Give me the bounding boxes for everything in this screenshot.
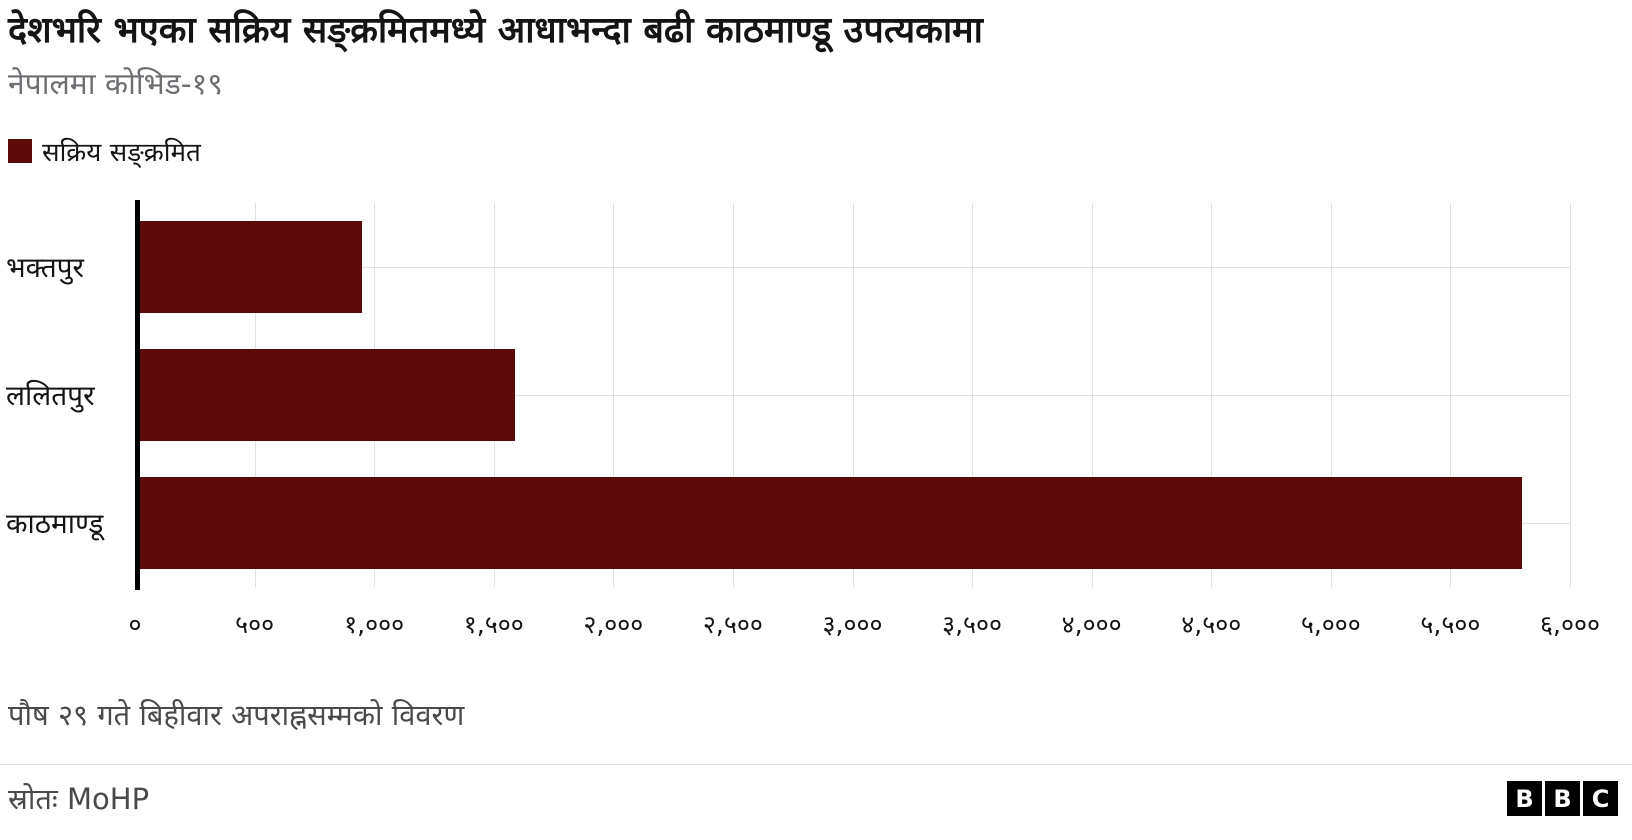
y-axis-label: भक्तपुर	[6, 251, 85, 285]
x-tick-label: ५,०००	[1300, 610, 1361, 640]
bbc-logo-letter: B	[1545, 781, 1580, 817]
x-tick-label: ०	[128, 610, 142, 640]
chart-subtitle: नेपालमा कोभिड-१९	[8, 67, 223, 103]
bar-chart: भक्तपुर ललितपुर काठमाण्डू	[0, 200, 1571, 591]
y-axis-label: ललितपुर	[6, 379, 95, 413]
x-tick-label: ५००	[235, 610, 275, 640]
bbc-logo-letter: B	[1507, 781, 1542, 817]
bar	[135, 221, 363, 314]
x-tick-label: ४,०००	[1061, 610, 1122, 640]
bar	[135, 349, 516, 442]
x-tick-label: २,०००	[583, 610, 644, 640]
x-tick-label: ३,०००	[822, 610, 883, 640]
x-tick-label: २,५००	[702, 610, 763, 640]
divider-line	[0, 764, 1632, 766]
x-tick-label: ४,५००	[1181, 610, 1242, 640]
chart-title: देशभरि भएका सक्रिय सङ्क्रमितमध्ये आधाभन्…	[8, 10, 983, 51]
horizontal-gridline	[135, 395, 1570, 397]
x-tick-label: १,५००	[463, 610, 524, 640]
x-tick-label: ६,०००	[1540, 610, 1600, 640]
footnote: पौष २९ गते बिहीवार अपराह्नसम्मको विवरण	[8, 698, 465, 733]
bbc-logo-letter: C	[1583, 781, 1618, 817]
bar	[135, 477, 1523, 570]
x-axis: ० ५०० १,००० १,५०० २,००० २,५०० ३,००० ३,५०० ४,००० ४…	[128, 603, 1599, 645]
legend: सक्रिय सङ्क्रमित	[8, 133, 1632, 169]
x-tick-label: ५,५००	[1420, 610, 1481, 640]
horizontal-gridline	[135, 267, 1570, 269]
plot-area	[135, 200, 1571, 591]
x-tick-label: ३,५००	[942, 610, 1003, 640]
legend-swatch	[8, 139, 32, 164]
y-axis-line	[135, 200, 140, 591]
y-axis-labels: भक्तपुर ललितपुर काठमाण्डू	[0, 203, 135, 587]
x-tick-label: १,०००	[344, 610, 405, 640]
source-text: स्रोतः MoHP	[8, 782, 150, 817]
legend-label: सक्रिय सङ्क्रमित	[42, 138, 201, 169]
y-axis-label: काठमाण्डू	[6, 507, 104, 541]
vertical-gridline	[1570, 203, 1571, 588]
